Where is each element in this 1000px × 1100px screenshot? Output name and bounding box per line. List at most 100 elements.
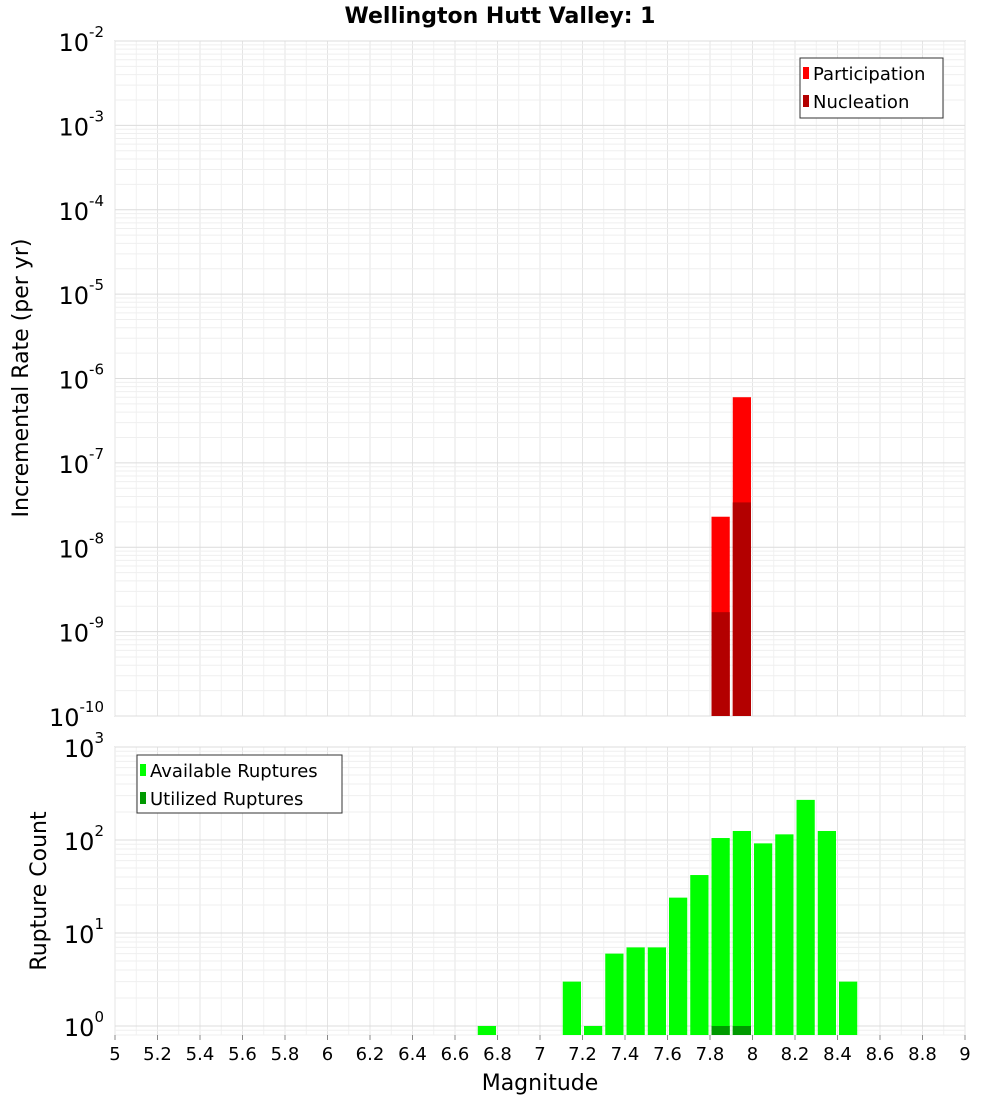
- rate-y-tick-label: 10-6: [58, 361, 104, 395]
- count-legend: Available Ruptures Utilized Ruptures: [136, 754, 343, 814]
- x-tick-label: 5.4: [186, 1044, 215, 1065]
- rate-legend-box: [799, 57, 944, 119]
- count-y-tick-exponent: 2: [94, 822, 104, 840]
- rate-y-tick-base: 10: [58, 620, 89, 648]
- rate-y-tick-label: 10-8: [58, 529, 104, 563]
- nucleation-bar: [711, 612, 730, 716]
- utilized-legend-swatch: [140, 792, 146, 804]
- available-ruptures-bar: [775, 834, 794, 1035]
- chart-title: Wellington Hutt Valley: 1: [345, 4, 656, 29]
- available-ruptures-bar: [796, 799, 815, 1035]
- available-ruptures-bar: [732, 830, 751, 1035]
- rate-y-tick-exponent: -6: [89, 361, 104, 379]
- rate-y-tick-exponent: -7: [89, 445, 104, 463]
- nucleation-legend-swatch: [803, 95, 809, 107]
- available-ruptures-bar: [562, 981, 581, 1035]
- x-tick-label: 6.8: [483, 1044, 512, 1065]
- rate-y-tick-exponent: -2: [89, 23, 104, 41]
- count-y-tick-label: 100: [64, 1008, 104, 1042]
- utilized-ruptures-bar: [732, 1025, 751, 1035]
- available-ruptures-bar: [711, 838, 730, 1035]
- x-tick-label: 7: [534, 1044, 545, 1065]
- count-y-tick-exponent: 1: [94, 915, 104, 933]
- rate-y-tick-base: 10: [49, 704, 80, 732]
- x-tick-label: 8: [747, 1044, 758, 1065]
- rate-y-tick-exponent: -10: [80, 698, 105, 716]
- x-tick-label: 8.4: [823, 1044, 852, 1065]
- rate-y-tick-base: 10: [58, 113, 89, 141]
- count-y-axis-label: Rupture Count: [27, 811, 52, 971]
- rate-grid: [114, 40, 966, 717]
- rate-legend: Participation Nucleation: [799, 57, 944, 119]
- count-y-tick-base: 10: [64, 921, 95, 949]
- rate-y-tick-base: 10: [58, 198, 89, 226]
- rate-y-tick-exponent: -3: [89, 107, 104, 125]
- available-ruptures-bar: [839, 981, 858, 1035]
- magnitude-x-axis-label: Magnitude: [482, 1071, 599, 1096]
- rate-y-tick-label: 10-2: [58, 23, 104, 57]
- rate-y-tick-base: 10: [58, 451, 89, 479]
- rate-y-tick-label: 10-3: [58, 107, 104, 141]
- available-ruptures-bar: [626, 947, 645, 1035]
- x-tick-label: 9: [959, 1044, 970, 1065]
- count-y-tick-label: 102: [64, 822, 104, 856]
- rate-y-tick-exponent: -4: [89, 192, 104, 210]
- nucleation-legend-label: Nucleation: [813, 92, 909, 113]
- rate-y-axis-label: Incremental Rate (per yr): [9, 239, 34, 518]
- x-tick-label: 5.2: [143, 1044, 172, 1065]
- x-tick-label: 6.6: [441, 1044, 470, 1065]
- available-ruptures-bar: [817, 830, 836, 1035]
- count-y-tick-label: 103: [64, 729, 104, 763]
- count-y-tick-base: 10: [64, 735, 95, 763]
- count-bars: [477, 799, 858, 1035]
- nucleation-bar: [732, 502, 751, 716]
- available-ruptures-bar: [584, 1025, 603, 1035]
- magnitude-x-ticks: 5 5.2 5.4 5.6 5.8 6 6.2 6.4 6.6 6.8 7 7.2 7.4 7.6 7.8 8…: [109, 1035, 971, 1065]
- available-legend-label: Available Ruptures: [150, 761, 318, 782]
- x-tick-label: 6.4: [398, 1044, 427, 1065]
- x-tick-label: 6.2: [356, 1044, 385, 1065]
- count-y-tick-label: 101: [64, 915, 104, 949]
- x-tick-label: 5.8: [271, 1044, 300, 1065]
- x-tick-label: 8.8: [908, 1044, 937, 1065]
- utilized-legend-label: Utilized Ruptures: [150, 789, 303, 810]
- rate-y-tick-base: 10: [58, 282, 89, 310]
- count-y-tick-base: 10: [64, 1014, 95, 1042]
- available-ruptures-bar: [669, 897, 688, 1035]
- rate-y-tick-exponent: -5: [89, 276, 104, 294]
- rate-y-tick-base: 10: [58, 535, 89, 563]
- count-y-tick-exponent: 0: [94, 1008, 104, 1026]
- rate-y-tick-exponent: -8: [89, 529, 104, 547]
- available-legend-swatch: [140, 764, 146, 776]
- rate-y-tick-label: 10-9: [58, 614, 104, 648]
- count-y-tick-base: 10: [64, 828, 95, 856]
- participation-legend-swatch: [803, 67, 809, 79]
- available-ruptures-bar: [754, 843, 773, 1035]
- x-tick-label: 7.8: [696, 1044, 725, 1065]
- x-tick-label: 8.6: [866, 1044, 895, 1065]
- available-ruptures-bar: [647, 947, 666, 1035]
- rate-y-tick-exponent: -9: [89, 614, 104, 632]
- rate-y-tick-label: 10-4: [58, 192, 104, 226]
- available-ruptures-bar: [477, 1025, 496, 1035]
- available-ruptures-bar: [605, 953, 624, 1035]
- rate-y-tick-label: 10-10: [49, 698, 104, 732]
- x-tick-label: 7.4: [611, 1044, 640, 1065]
- rate-y-tick-base: 10: [58, 367, 89, 395]
- count-y-tick-exponent: 3: [94, 729, 104, 747]
- x-tick-label: 7.2: [568, 1044, 597, 1065]
- participation-legend-label: Participation: [813, 64, 925, 85]
- x-tick-label: 8.2: [781, 1044, 810, 1065]
- x-tick-label: 6: [322, 1044, 333, 1065]
- available-ruptures-bar: [690, 875, 709, 1035]
- x-tick-label: 5: [109, 1044, 120, 1065]
- rate-bars: [711, 397, 751, 716]
- count-legend-box: [136, 754, 343, 814]
- rate-y-tick-base: 10: [58, 29, 89, 57]
- rate-y-tick-label: 10-5: [58, 276, 104, 310]
